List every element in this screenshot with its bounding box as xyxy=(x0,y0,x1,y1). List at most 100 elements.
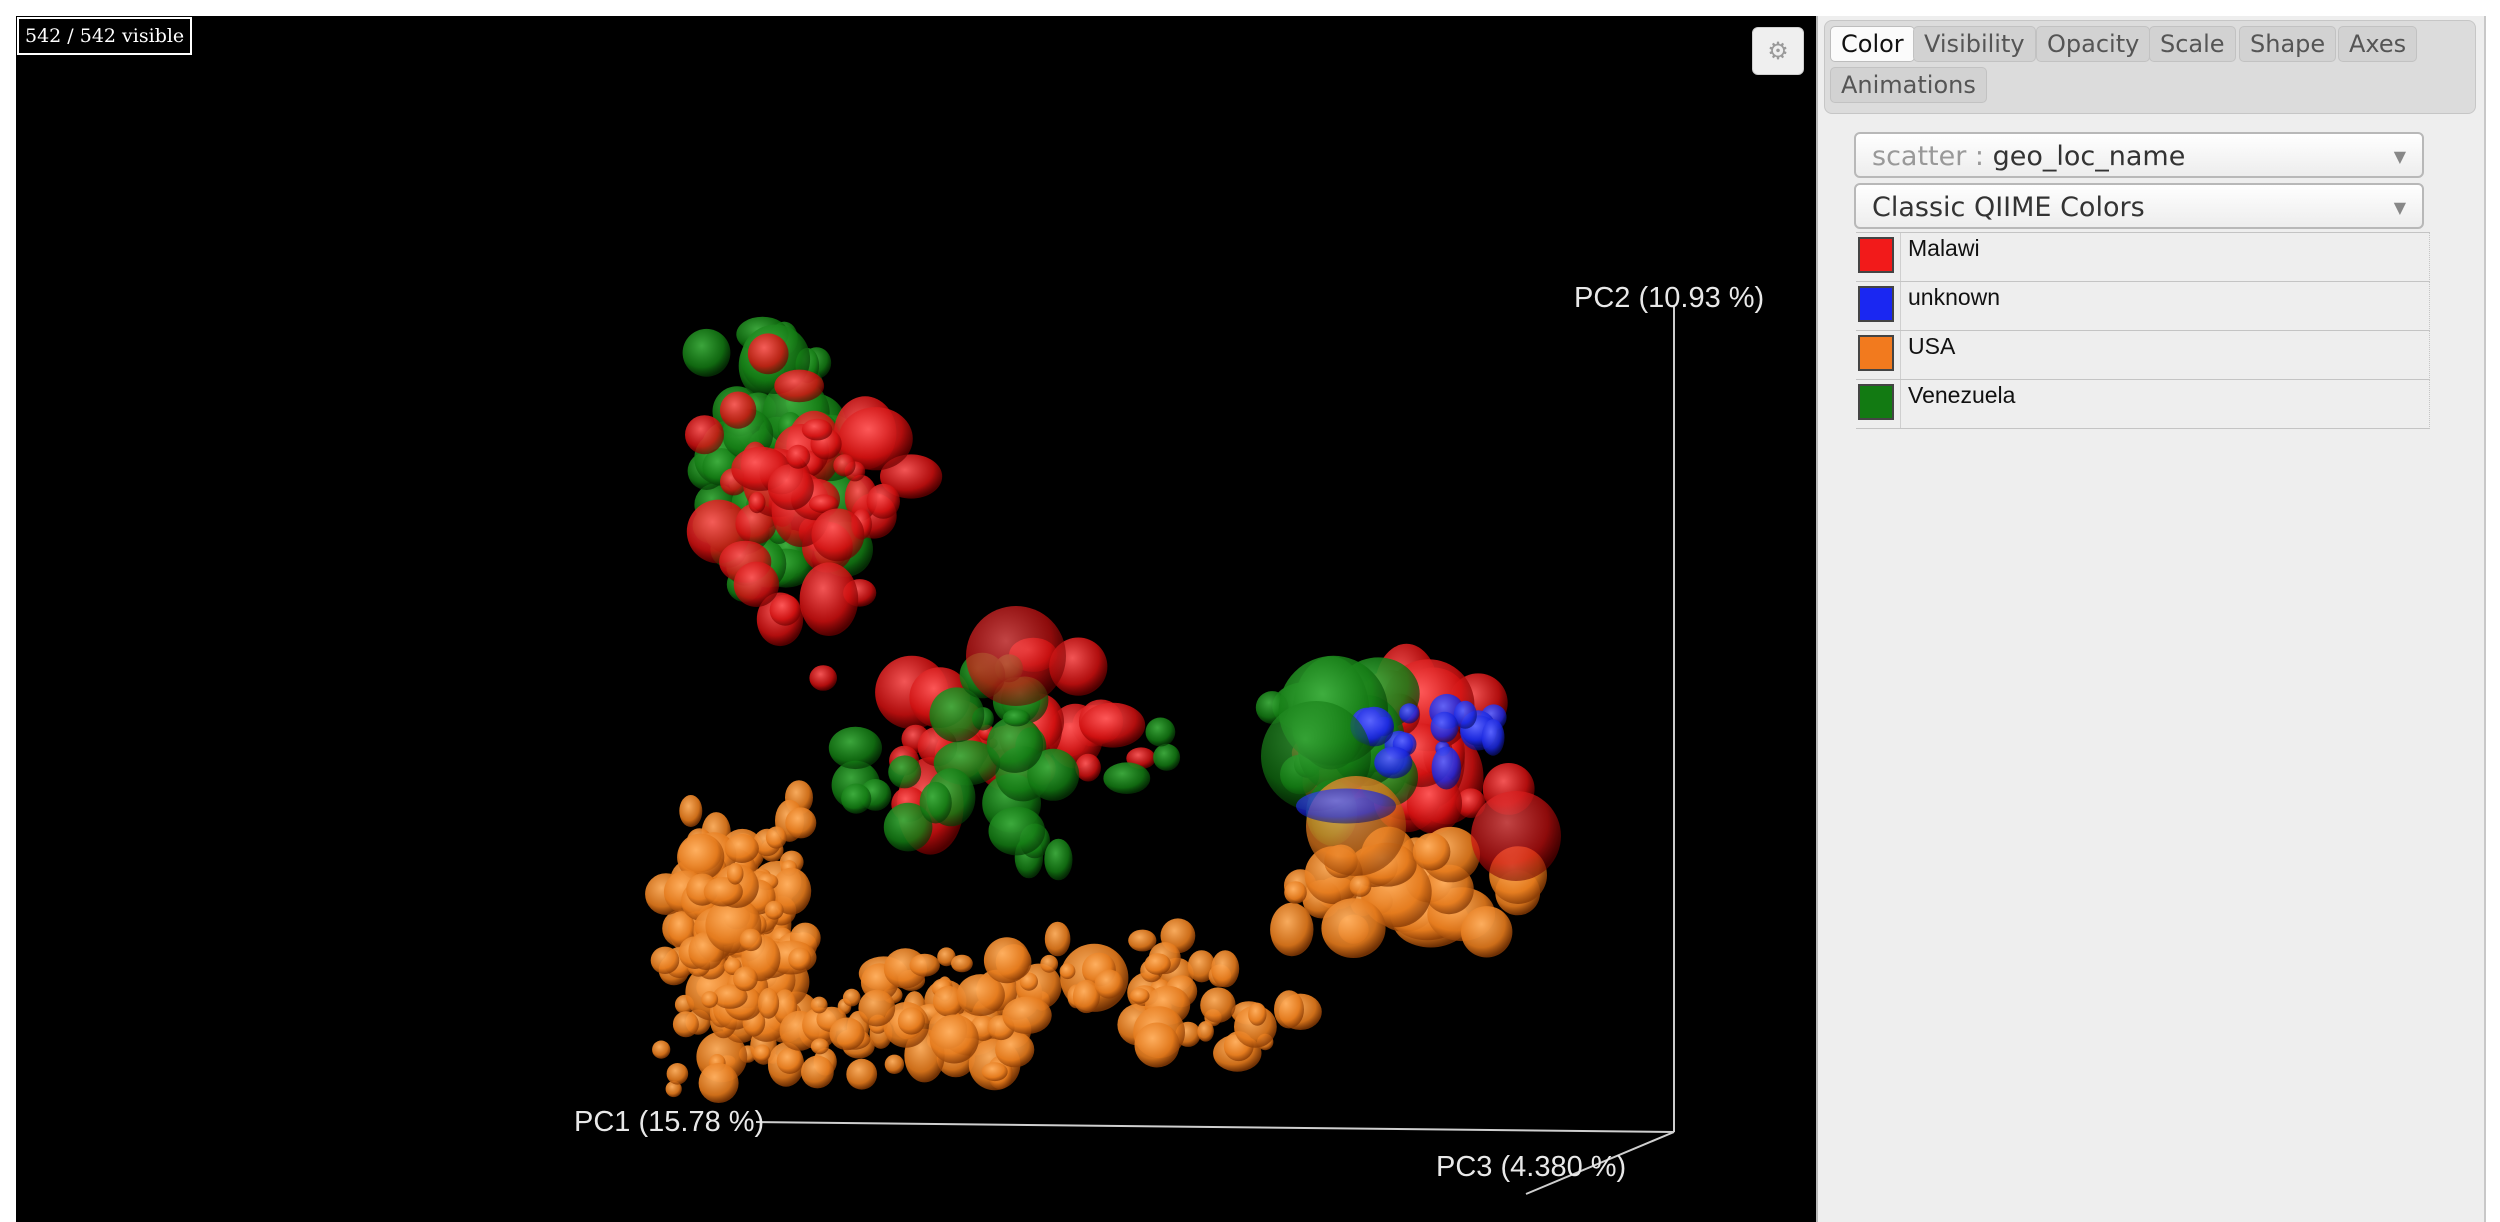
sample-point[interactable] xyxy=(1412,833,1451,871)
sample-point[interactable] xyxy=(1200,987,1236,1023)
sample-point[interactable] xyxy=(1094,969,1124,999)
sample-point[interactable] xyxy=(986,716,1044,773)
sample-point[interactable] xyxy=(774,369,825,403)
sample-point[interactable] xyxy=(858,989,896,1027)
sample-point[interactable] xyxy=(1248,1002,1267,1026)
sample-point[interactable] xyxy=(1044,921,1071,957)
sample-point[interactable] xyxy=(677,833,725,881)
sample-point[interactable] xyxy=(1296,788,1396,824)
tab-opacity[interactable]: Opacity xyxy=(2036,26,2151,62)
sample-point[interactable] xyxy=(739,928,763,952)
tab-color[interactable]: Color xyxy=(1830,26,1915,62)
sample-point[interactable] xyxy=(1453,700,1477,729)
sample-point[interactable] xyxy=(1349,875,1372,897)
sample-point[interactable] xyxy=(1075,753,1101,782)
sample-point[interactable] xyxy=(1430,711,1459,743)
sample-point[interactable] xyxy=(846,1058,878,1090)
color-swatch[interactable] xyxy=(1858,286,1894,322)
sample-point[interactable] xyxy=(1040,954,1059,973)
sample-point[interactable] xyxy=(929,1014,979,1064)
color-swatch[interactable] xyxy=(1858,237,1894,273)
sample-point[interactable] xyxy=(829,1017,865,1051)
sample-point[interactable] xyxy=(748,492,766,514)
sample-point[interactable] xyxy=(1128,929,1157,952)
sample-point[interactable] xyxy=(995,1031,1035,1068)
color-swatch[interactable] xyxy=(1858,335,1894,371)
sample-point[interactable] xyxy=(650,946,680,974)
sample-point[interactable] xyxy=(713,984,748,1009)
sample-point[interactable] xyxy=(888,755,922,789)
sample-point[interactable] xyxy=(1399,703,1420,724)
sample-point[interactable] xyxy=(788,947,812,971)
sample-point[interactable] xyxy=(1019,972,1038,991)
sample-point[interactable] xyxy=(726,862,744,885)
sample-point[interactable] xyxy=(765,826,787,849)
sample-point[interactable] xyxy=(1059,963,1076,980)
sample-point[interactable] xyxy=(1284,881,1307,904)
sample-point[interactable] xyxy=(828,726,883,770)
sample-point[interactable] xyxy=(1461,906,1513,958)
sample-point[interactable] xyxy=(810,1038,829,1055)
sample-point[interactable] xyxy=(747,333,789,375)
sample-point[interactable] xyxy=(698,1063,739,1103)
sample-point[interactable] xyxy=(764,900,784,920)
sample-point[interactable] xyxy=(833,454,856,477)
sample-point[interactable] xyxy=(769,594,801,626)
sample-point[interactable] xyxy=(799,562,859,636)
gear-icon[interactable]: ⚙ xyxy=(1752,27,1804,75)
sample-point[interactable] xyxy=(956,974,1005,1017)
sample-point[interactable] xyxy=(733,966,758,992)
sample-point[interactable] xyxy=(665,1080,682,1098)
3d-scatter-plot[interactable]: PC2 (10.93 %) PC1 (15.78 %) PC3 (4.380 %… xyxy=(16,16,1816,1222)
tab-shape[interactable]: Shape xyxy=(2239,26,2337,62)
sample-point[interactable] xyxy=(703,877,743,907)
sample-point[interactable] xyxy=(786,444,811,469)
sample-point[interactable] xyxy=(842,988,861,1007)
sample-point[interactable] xyxy=(1080,702,1146,748)
sample-point[interactable] xyxy=(1211,950,1240,988)
tab-axes[interactable]: Axes xyxy=(2338,26,2418,62)
sample-point[interactable] xyxy=(724,834,759,863)
sample-point[interactable] xyxy=(753,1044,771,1062)
sample-point[interactable] xyxy=(951,954,973,973)
sample-point[interactable] xyxy=(841,783,872,814)
sample-point[interactable] xyxy=(966,606,1066,706)
sample-point[interactable] xyxy=(1144,953,1171,975)
sample-point[interactable] xyxy=(672,1011,699,1038)
sample-point[interactable] xyxy=(1471,791,1561,881)
sample-point[interactable] xyxy=(801,1055,834,1089)
sample-point[interactable] xyxy=(866,483,900,519)
sample-point[interactable] xyxy=(810,996,828,1014)
sample-point[interactable] xyxy=(1197,1021,1214,1042)
sample-point[interactable] xyxy=(808,494,839,514)
sample-point[interactable] xyxy=(1145,717,1176,747)
sample-point[interactable] xyxy=(884,1054,905,1075)
sample-point[interactable] xyxy=(1044,838,1073,881)
sample-point[interactable] xyxy=(685,415,724,455)
sample-point[interactable] xyxy=(776,1047,803,1074)
sample-point[interactable] xyxy=(801,418,833,441)
sample-point[interactable] xyxy=(929,687,985,743)
sample-point[interactable] xyxy=(767,464,814,511)
sample-point[interactable] xyxy=(1456,788,1486,818)
sample-point[interactable] xyxy=(1270,902,1314,957)
sample-point[interactable] xyxy=(1321,898,1386,958)
sample-point[interactable] xyxy=(1374,746,1413,779)
sample-point[interactable] xyxy=(652,1040,671,1059)
sample-point[interactable] xyxy=(1481,719,1505,756)
sample-point[interactable] xyxy=(883,802,933,852)
sample-point[interactable] xyxy=(1187,950,1216,983)
sample-point[interactable] xyxy=(701,991,719,1008)
sample-point[interactable] xyxy=(679,795,703,827)
sample-points[interactable] xyxy=(645,316,1561,1103)
sample-point[interactable] xyxy=(909,953,940,977)
plot-canvas[interactable] xyxy=(16,16,1816,1222)
sample-point[interactable] xyxy=(1153,743,1181,771)
sample-point[interactable] xyxy=(897,1007,926,1035)
color-swatch[interactable] xyxy=(1858,384,1894,420)
sample-point[interactable] xyxy=(937,947,956,967)
sample-point[interactable] xyxy=(1130,988,1150,1004)
sample-point[interactable] xyxy=(1027,748,1080,801)
sample-point[interactable] xyxy=(838,407,913,471)
sample-point[interactable] xyxy=(932,985,964,1017)
